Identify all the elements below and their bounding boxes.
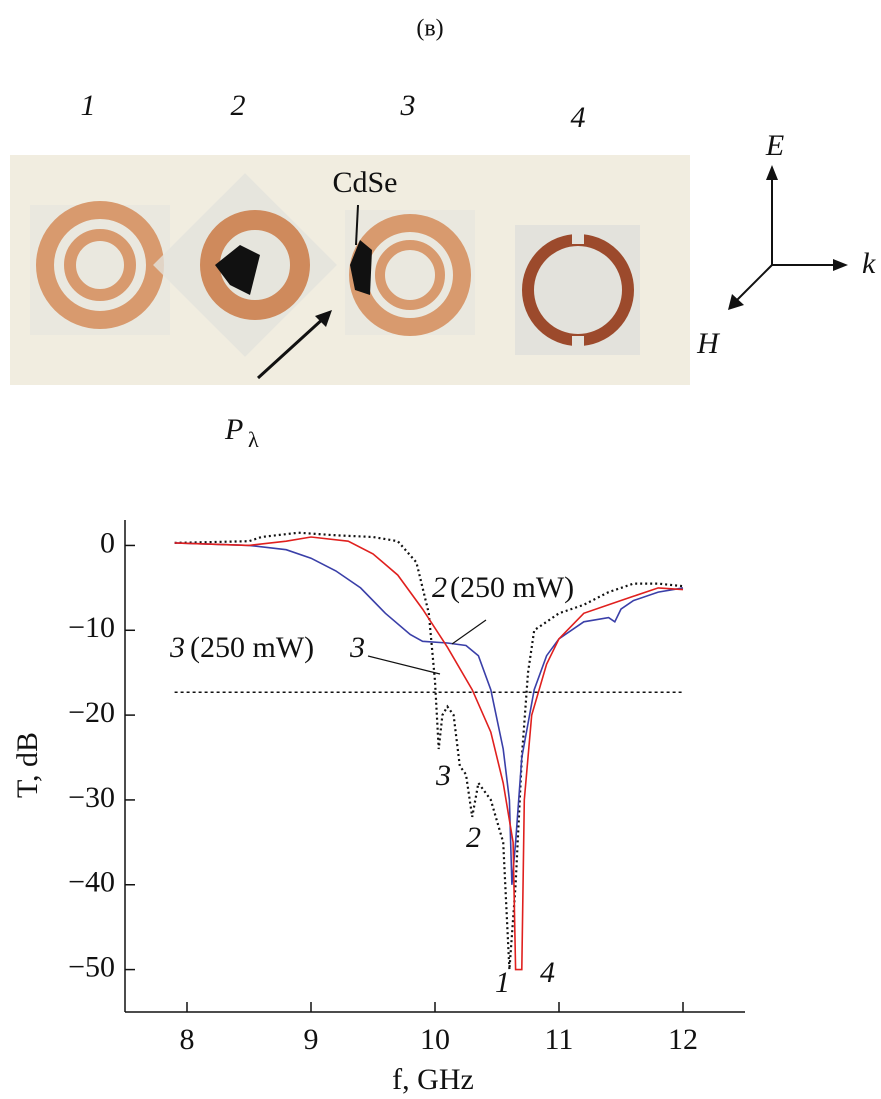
k-label: k <box>862 247 876 280</box>
x-tick-label: 12 <box>668 1023 698 1056</box>
series-line <box>174 536 684 971</box>
h-label: H <box>696 327 721 360</box>
y-tick-label: 0 <box>100 526 115 559</box>
annotation: 3 <box>349 631 365 664</box>
annotation: (250 mW) <box>450 571 574 604</box>
x-tick-label: 9 <box>304 1023 319 1056</box>
arrow-head <box>728 294 744 310</box>
y-tick-label: −10 <box>68 611 115 644</box>
e-label: E <box>765 129 784 162</box>
annotation: 2 <box>466 821 481 854</box>
annotation: (250 mW) <box>190 631 314 664</box>
sample-label: 3 <box>400 89 416 122</box>
leader-line <box>451 619 487 645</box>
sample-label: 2 <box>231 89 246 122</box>
gap <box>572 230 584 244</box>
arrow-head <box>766 165 778 180</box>
field-axes: E k H <box>696 129 876 360</box>
series-line <box>174 531 684 970</box>
leader-line <box>367 655 441 675</box>
arrow-head <box>833 259 848 271</box>
x-tick-label: 8 <box>180 1023 195 1056</box>
ring <box>64 229 136 301</box>
figure-label: (в) <box>416 16 443 42</box>
annotation: 3 <box>435 759 451 792</box>
x-tick-label: 10 <box>420 1023 450 1056</box>
gap <box>572 336 584 350</box>
annotation: 4 <box>540 956 555 989</box>
y-axis-title: T, dB <box>11 732 44 798</box>
y-tick-label: −30 <box>68 781 115 814</box>
series-line <box>174 542 684 885</box>
photo: CdSe 1 2 3 4 P λ <box>10 89 690 452</box>
pump-label: P <box>224 413 243 446</box>
substrate <box>515 225 640 355</box>
y-tick-label: −20 <box>68 696 115 729</box>
ring <box>375 240 445 310</box>
annotation: 1 <box>495 966 510 999</box>
pump-arrow <box>256 315 327 380</box>
cdse-crystal <box>215 245 260 295</box>
x-tick-label: 11 <box>545 1023 574 1056</box>
cdse-crystal <box>350 240 372 295</box>
ring <box>200 210 310 320</box>
cdse-pointer <box>355 204 359 246</box>
annotation: 2 <box>432 571 447 604</box>
y-tick-label: −40 <box>68 866 115 899</box>
sample-label: 4 <box>571 101 586 134</box>
plot: f, GHz T, dB <box>11 732 474 1096</box>
y-tick-label: −50 <box>68 950 115 983</box>
annotation: 3 <box>169 631 185 664</box>
x-axis-title: f, GHz <box>392 1063 474 1096</box>
h-axis <box>734 264 773 303</box>
pump-subscript: λ <box>248 427 259 452</box>
arrow-head <box>315 310 332 327</box>
cdse-label: CdSe <box>332 166 397 199</box>
sample-label: 1 <box>81 89 96 122</box>
